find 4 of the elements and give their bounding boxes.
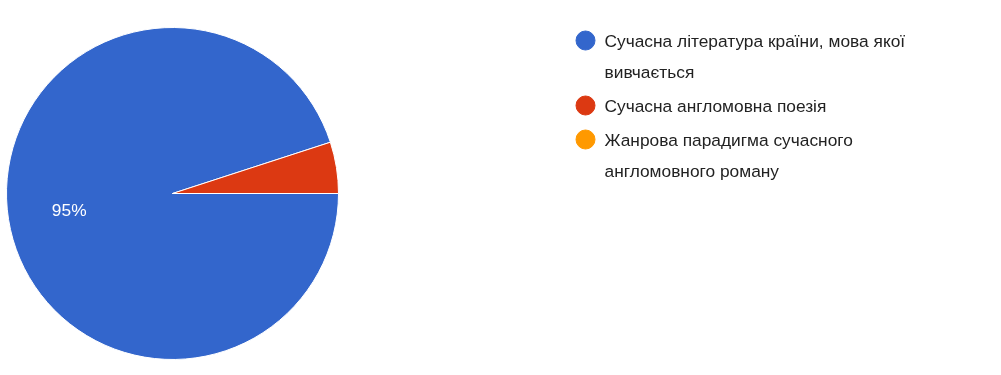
legend-label: Сучасна англомовна поезія: [604, 95, 827, 116]
legend-label: Жанрова парадигма сучасного англомовного роману: [604, 129, 853, 181]
data-label: 95%: [51, 199, 87, 220]
legend-label: Сучасна література країни, мова якої вивчається: [604, 30, 906, 82]
